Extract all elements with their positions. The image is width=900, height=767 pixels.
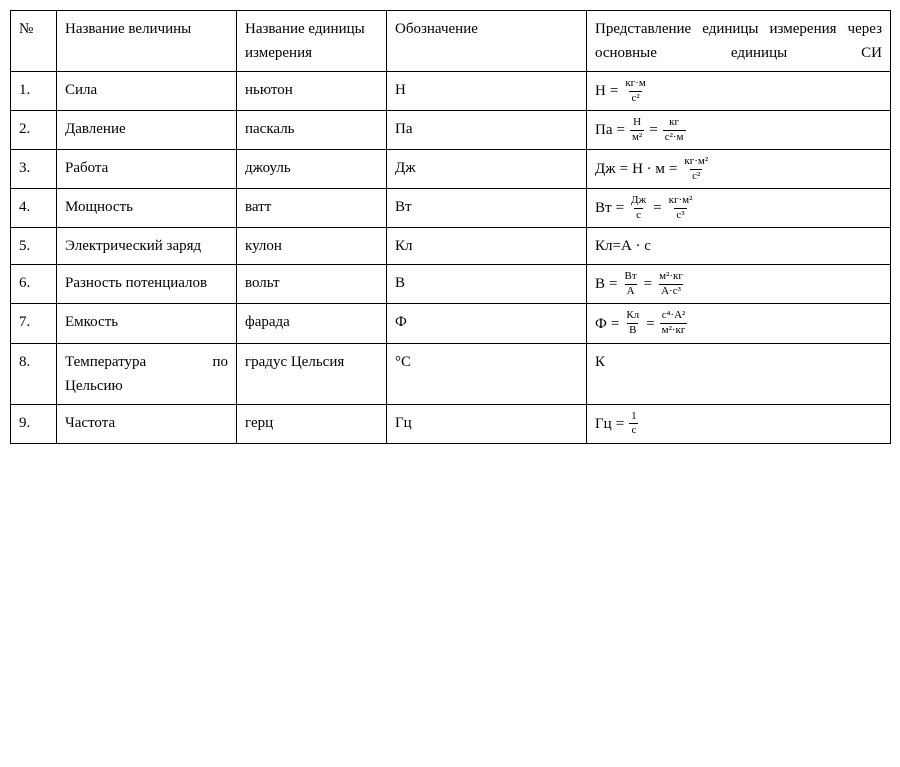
header-si: Представление единицы измерения через ос…	[587, 11, 891, 72]
fraction: Вт А	[622, 271, 638, 297]
formula-lhs: В	[595, 272, 605, 296]
cell-unit-name: вольт	[237, 265, 387, 304]
cell-unit-name: градус Цельсия	[237, 343, 387, 404]
formula-lhs: Дж	[595, 157, 616, 181]
header-row: № Название величины Название единицы изм…	[11, 11, 891, 72]
table-row: 5. Электрический заряд кулон Кл Кл=А · с	[11, 228, 891, 265]
cell-unit-name: джоуль	[237, 150, 387, 189]
cell-symbol: В	[387, 265, 587, 304]
cell-quantity: Сила	[57, 72, 237, 111]
cell-num: 5.	[11, 228, 57, 265]
cell-symbol: Гц	[387, 404, 587, 443]
formula: В= Вт А = м²·кг А·с³	[595, 271, 686, 297]
fraction: кг·м² с²	[682, 156, 710, 182]
header-quantity: Название величины	[57, 11, 237, 72]
cell-num: 1.	[11, 72, 57, 111]
cell-symbol: Н	[387, 72, 587, 111]
cell-unit-name: ньютон	[237, 72, 387, 111]
fraction: Кл В	[624, 310, 641, 336]
cell-num: 4.	[11, 189, 57, 228]
table-row: 8. Температура по Цельсию градус Цельсия…	[11, 343, 891, 404]
fraction: кг с²·м	[663, 117, 686, 143]
formula-lhs: Па	[595, 118, 613, 142]
cell-unit-name: кулон	[237, 228, 387, 265]
cell-si: Н= кг·м с²	[587, 72, 891, 111]
table-row: 2. Давление паскаль Па Па= Н м² = кг с²·…	[11, 111, 891, 150]
table-row: 9. Частота герц Гц Гц= 1 с	[11, 404, 891, 443]
cell-unit-name: паскаль	[237, 111, 387, 150]
cell-si: В= Вт А = м²·кг А·с³	[587, 265, 891, 304]
formula: Ф= Кл В = с⁴·А² м²·кг	[595, 310, 688, 336]
cell-si: Гц= 1 с	[587, 404, 891, 443]
cell-num: 2.	[11, 111, 57, 150]
cell-si: Вт= Дж с = кг·м² с³	[587, 189, 891, 228]
formula: Н= кг·м с²	[595, 78, 649, 104]
cell-num: 9.	[11, 404, 57, 443]
fraction: кг·м² с³	[667, 195, 695, 221]
formula: Гц= 1 с	[595, 411, 640, 437]
formula: Па= Н м² = кг с²·м	[595, 117, 687, 143]
cell-quantity: Электрический заряд	[57, 228, 237, 265]
cell-symbol: °С	[387, 343, 587, 404]
formula: Вт= Дж с = кг·м² с³	[595, 195, 695, 221]
header-unit-name: Название единицы измерения	[237, 11, 387, 72]
fraction: Дж с	[629, 195, 648, 221]
formula-plain: Кл=А · с	[595, 238, 651, 254]
cell-si: Ф= Кл В = с⁴·А² м²·кг	[587, 304, 891, 343]
header-symbol: Обозначение	[387, 11, 587, 72]
table-row: 7. Емкость фарада Ф Ф= Кл В = с⁴·А² м²·к…	[11, 304, 891, 343]
cell-quantity: Работа	[57, 150, 237, 189]
fraction: Н м²	[630, 117, 644, 143]
cell-quantity: Давление	[57, 111, 237, 150]
table-row: 4. Мощность ватт Вт Вт= Дж с = кг·м² с³	[11, 189, 891, 228]
cell-quantity: Температура по Цельсию	[57, 343, 237, 404]
cell-symbol: Дж	[387, 150, 587, 189]
cell-quantity: Емкость	[57, 304, 237, 343]
cell-si: Дж= Н · м= кг·м² с²	[587, 150, 891, 189]
formula-lhs: Ф	[595, 312, 607, 336]
formula-mid: Н · м	[632, 157, 665, 181]
cell-quantity: Частота	[57, 404, 237, 443]
formula: Дж= Н · м= кг·м² с²	[595, 156, 711, 182]
header-num: №	[11, 11, 57, 72]
fraction: м²·кг А·с³	[657, 271, 685, 297]
formula-lhs: Н	[595, 79, 606, 103]
cell-symbol: Ф	[387, 304, 587, 343]
formula-lhs: Вт	[595, 196, 612, 220]
cell-unit-name: герц	[237, 404, 387, 443]
fraction: с⁴·А² м²·кг	[660, 310, 688, 336]
cell-symbol: Па	[387, 111, 587, 150]
cell-si: Кл=А · с	[587, 228, 891, 265]
fraction: 1 с	[629, 411, 639, 437]
cell-num: 3.	[11, 150, 57, 189]
table-row: 3. Работа джоуль Дж Дж= Н · м= кг·м² с²	[11, 150, 891, 189]
formula-plain: К	[595, 354, 605, 370]
cell-quantity: Мощность	[57, 189, 237, 228]
table-row: 6. Разность потенциалов вольт В В= Вт А …	[11, 265, 891, 304]
cell-si: К	[587, 343, 891, 404]
cell-num: 8.	[11, 343, 57, 404]
table-row: 1. Сила ньютон Н Н= кг·м с²	[11, 72, 891, 111]
fraction: кг·м с²	[623, 78, 647, 104]
cell-si: Па= Н м² = кг с²·м	[587, 111, 891, 150]
formula-lhs: Гц	[595, 412, 612, 436]
physics-units-table: № Название величины Название единицы изм…	[10, 10, 891, 444]
cell-symbol: Кл	[387, 228, 587, 265]
cell-unit-name: ватт	[237, 189, 387, 228]
cell-symbol: Вт	[387, 189, 587, 228]
cell-quantity: Разность потенциалов	[57, 265, 237, 304]
cell-unit-name: фарада	[237, 304, 387, 343]
cell-num: 7.	[11, 304, 57, 343]
cell-num: 6.	[11, 265, 57, 304]
